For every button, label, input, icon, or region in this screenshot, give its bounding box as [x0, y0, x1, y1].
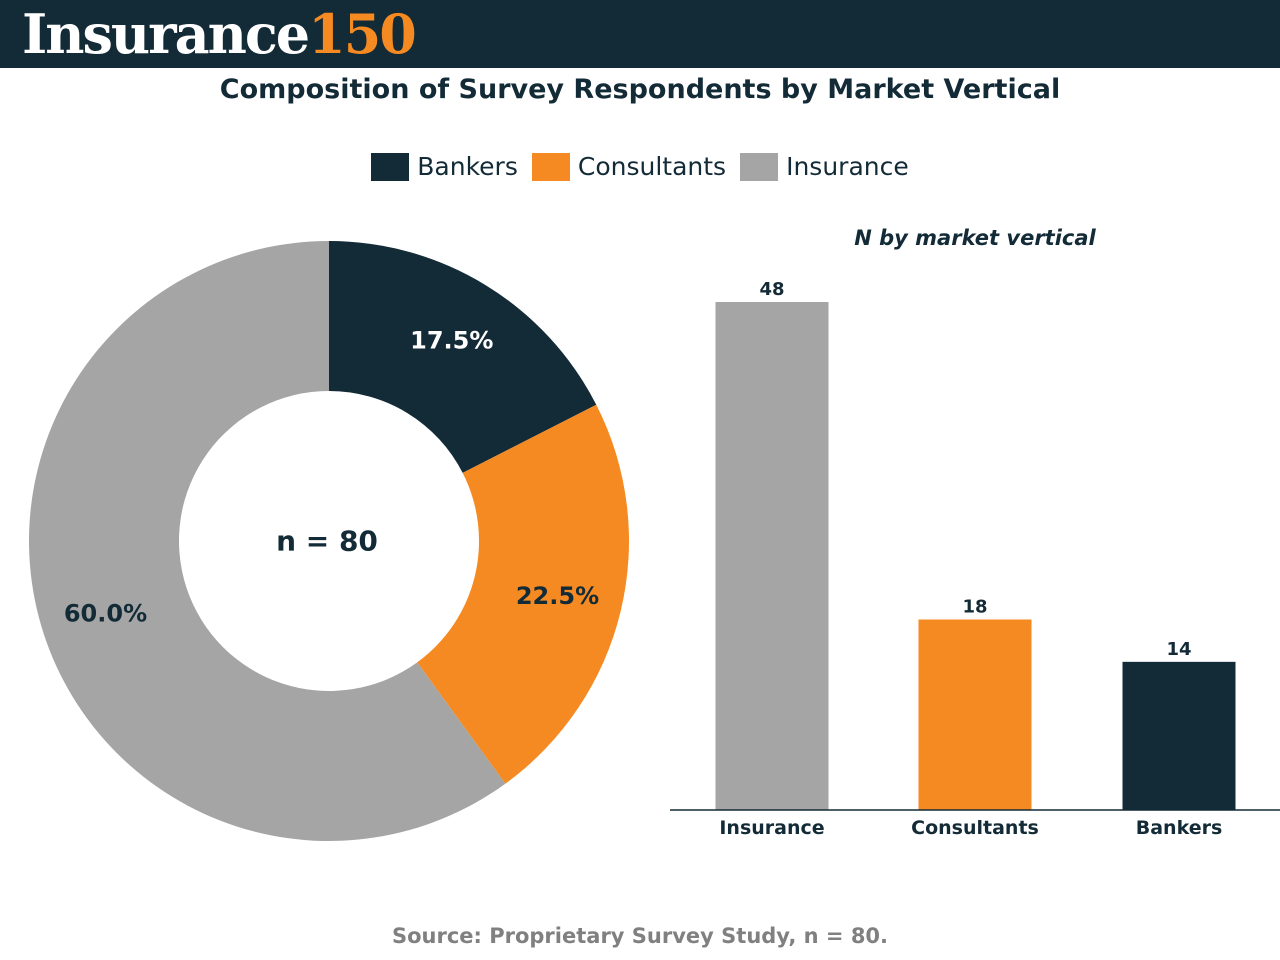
legend-label-insurance: Insurance: [786, 152, 909, 181]
legend: Bankers Consultants Insurance: [0, 152, 1280, 181]
legend-item-bankers: Bankers: [371, 152, 518, 181]
donut-label-insurance: 60.0%: [64, 600, 147, 628]
legend-swatch-consultants: [531, 152, 570, 181]
donut-label-consultants: 22.5%: [516, 582, 599, 610]
bar-chart-subtitle: N by market vertical: [854, 226, 1096, 250]
brand-logo: Insurance150: [22, 0, 417, 68]
legend-swatch-bankers: [371, 152, 410, 181]
legend-label-consultants: Consultants: [577, 152, 727, 181]
legend-swatch-insurance: [740, 152, 779, 181]
bar-consultants: [918, 619, 1032, 810]
bar-category-insurance: Insurance: [719, 817, 824, 839]
legend-item-insurance: Insurance: [740, 152, 909, 181]
source-note: Source: Proprietary Survey Study, n = 80…: [391, 924, 889, 948]
donut-slice-consultants: [417, 404, 629, 784]
bar-value-consultants: 18: [962, 597, 987, 618]
donut-slice-insurance: [28, 241, 506, 841]
donut-slice-bankers: [329, 241, 597, 473]
header-bar: Insurance150: [0, 0, 1280, 68]
donut-center-label: n = 80: [276, 525, 378, 558]
bar-value-bankers: 14: [1166, 639, 1191, 660]
legend-label-bankers: Bankers: [417, 152, 518, 181]
legend-item-consultants: Consultants: [531, 152, 727, 181]
bar-bankers: [1122, 661, 1236, 810]
chart-title: Composition of Survey Respondents by Mar…: [219, 74, 1061, 105]
donut-label-bankers: 17.5%: [410, 327, 493, 355]
bar-value-insurance: 48: [759, 279, 784, 300]
logo-word: Insurance: [22, 2, 310, 66]
bar-category-bankers: Bankers: [1136, 817, 1223, 839]
logo-number: 150: [308, 2, 417, 66]
bar-category-consultants: Consultants: [911, 817, 1039, 839]
bar-insurance: [715, 302, 829, 810]
